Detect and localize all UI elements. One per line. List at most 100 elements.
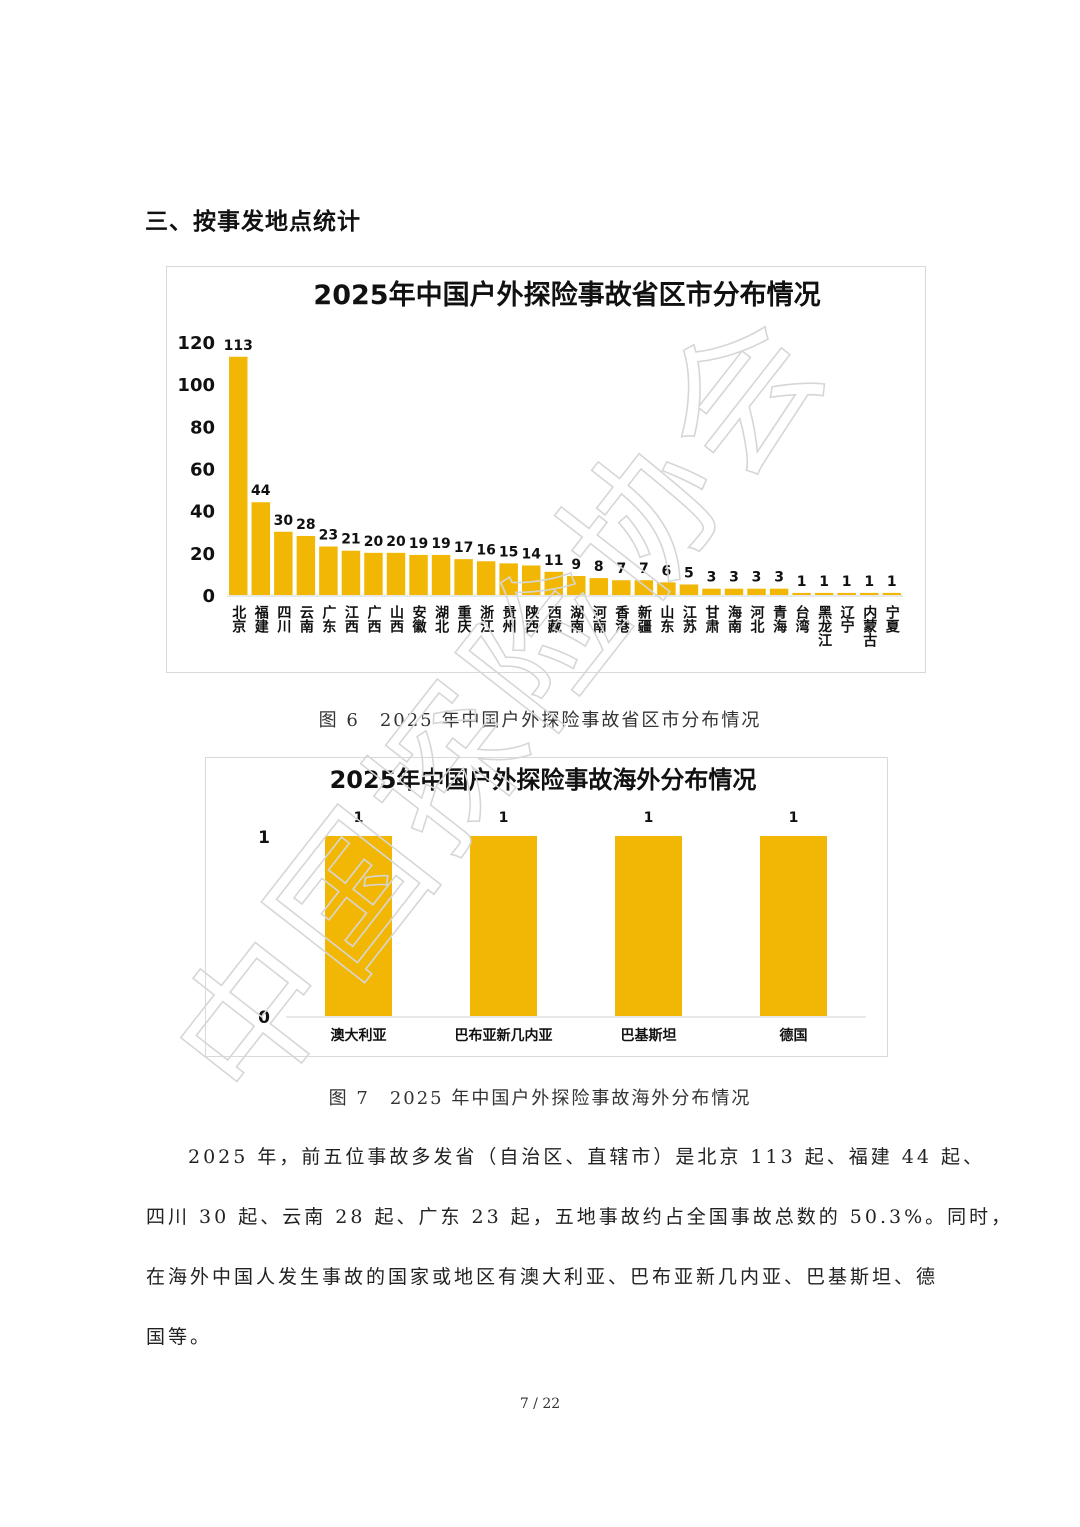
bar-山西 bbox=[386, 552, 406, 595]
data-label: 17 bbox=[454, 540, 473, 556]
bar-湖南 bbox=[567, 576, 586, 595]
data-label: 19 bbox=[409, 536, 428, 552]
x-tick-label: 贵州 bbox=[501, 604, 518, 634]
x-tick-label: 安徽 bbox=[411, 604, 428, 634]
data-label: 1 bbox=[842, 574, 852, 590]
bar-巴基斯坦 bbox=[615, 836, 682, 1016]
bar-湖北 bbox=[431, 554, 451, 595]
bar-澳大利亚 bbox=[325, 836, 392, 1016]
data-label: 1 bbox=[644, 810, 654, 826]
bar-辽宁 bbox=[837, 592, 856, 595]
data-label: 3 bbox=[752, 570, 762, 586]
data-label: 3 bbox=[774, 570, 784, 586]
bar-宁夏 bbox=[882, 592, 901, 595]
bar-香港 bbox=[612, 580, 631, 595]
section-heading: 三、按事发地点统计 bbox=[145, 209, 361, 235]
x-tick-label: 宁夏 bbox=[884, 604, 900, 634]
data-label: 8 bbox=[594, 559, 604, 575]
x-tick-label: 重庆 bbox=[456, 604, 472, 634]
bar-德国 bbox=[760, 836, 827, 1016]
figure-6-caption: 图 6 2025 年中国户外探险事故省区市分布情况 bbox=[318, 710, 762, 731]
x-tick-label: 湖南 bbox=[568, 605, 584, 634]
body-paragraph: 2025 年，前五位事故多发省（自治区、直辖市）是北京 113 起、福建 44 … bbox=[146, 1127, 1014, 1367]
data-label: 7 bbox=[639, 561, 649, 577]
x-tick-label: 陕西 bbox=[523, 604, 539, 634]
x-tick-label: 内蒙古 bbox=[861, 604, 877, 648]
data-label: 5 bbox=[684, 565, 694, 581]
x-tick-label: 北京 bbox=[230, 605, 246, 634]
bar-安徽 bbox=[409, 554, 428, 595]
bar-山东 bbox=[657, 582, 676, 595]
x-tick-label: 巴布亚新几内亚 bbox=[455, 1027, 553, 1044]
data-label: 20 bbox=[386, 534, 406, 550]
x-tick-label: 福建 bbox=[253, 604, 270, 634]
x-tick-label: 江西 bbox=[343, 604, 359, 634]
data-label: 1 bbox=[789, 810, 799, 826]
data-label: 11 bbox=[544, 553, 563, 569]
x-tick-label: 山西 bbox=[388, 605, 404, 634]
bar-甘肃 bbox=[702, 588, 721, 595]
x-tick-label: 四川 bbox=[275, 605, 292, 633]
x-tick-label: 广东 bbox=[320, 604, 336, 634]
paragraph-line: 四川 30 起、云南 28 起、广东 23 起，五地事故约占全国事故总数的 50… bbox=[146, 1206, 1014, 1228]
bar-浙江 bbox=[476, 561, 496, 595]
bar-黑龙江 bbox=[814, 592, 834, 595]
bar-内蒙古 bbox=[859, 592, 879, 595]
figure-7-chart: 2025年中国户外探险事故海外分布情况 0 1 1 澳大利亚 1 巴布亚新几内亚 1 巴基斯坦 1… bbox=[205, 757, 888, 1057]
bar-贵州 bbox=[499, 563, 518, 595]
x-tick-label: 辽宁 bbox=[839, 605, 855, 634]
page-number: 7 / 22 bbox=[519, 1396, 561, 1412]
bar-江苏 bbox=[679, 584, 699, 595]
bar-广西 bbox=[364, 552, 383, 595]
data-label: 21 bbox=[341, 532, 360, 548]
bar-江西 bbox=[341, 550, 361, 595]
data-label: 3 bbox=[729, 570, 739, 586]
x-tick-label: 新疆 bbox=[636, 604, 652, 634]
data-label: 28 bbox=[296, 517, 315, 533]
x-tick-label: 湖北 bbox=[433, 605, 449, 634]
y-tick-label: 20 bbox=[190, 544, 215, 565]
x-tick-label: 甘肃 bbox=[703, 604, 719, 634]
data-label: 1 bbox=[354, 810, 364, 826]
data-label: 1 bbox=[797, 574, 807, 590]
data-label: 1 bbox=[819, 574, 829, 590]
data-label: 19 bbox=[431, 536, 450, 552]
bar-西藏 bbox=[544, 571, 563, 595]
x-tick-label: 青海 bbox=[771, 604, 787, 634]
bar-广东 bbox=[319, 546, 338, 595]
figure-6-chart: 2025年中国户外探险事故省区市分布情况 0 20 40 60 80 100 120 113 北京… bbox=[166, 266, 926, 673]
x-tick-label: 山东 bbox=[658, 605, 674, 634]
bar-台湾 bbox=[792, 592, 811, 595]
paragraph-line: 在海外中国人发生事故的国家或地区有澳大利亚、巴布亚新几内亚、巴基斯坦、德 bbox=[146, 1266, 939, 1288]
x-tick-label: 巴基斯坦 bbox=[621, 1027, 677, 1044]
figure-7-caption: 图 7 2025 年中国户外探险事故海外分布情况 bbox=[328, 1088, 752, 1109]
data-label: 3 bbox=[707, 570, 717, 586]
overseas-bar-chart: 2025年中国户外探险事故海外分布情况 0 1 1 澳大利亚 1 巴布亚新几内亚 1 巴基斯坦 1… bbox=[258, 766, 866, 1044]
bar-陕西 bbox=[521, 565, 541, 595]
bar-云南 bbox=[296, 535, 316, 595]
bar-重庆 bbox=[454, 559, 473, 595]
chart-title: 2025年中国户外探险事故省区市分布情况 bbox=[313, 279, 820, 311]
bar-河南 bbox=[589, 578, 609, 595]
y-tick-label: 60 bbox=[190, 460, 215, 481]
data-label: 1 bbox=[887, 574, 897, 590]
data-label: 14 bbox=[521, 546, 541, 562]
x-tick-label: 西藏 bbox=[546, 605, 562, 634]
data-label: 30 bbox=[274, 513, 294, 529]
y-tick-label: 0 bbox=[258, 1008, 270, 1028]
bar-海南 bbox=[724, 588, 744, 595]
data-label: 23 bbox=[319, 528, 338, 544]
x-tick-label: 黑龙江 bbox=[816, 605, 833, 648]
x-tick-label: 澳大利亚 bbox=[331, 1027, 387, 1044]
bar-福建 bbox=[251, 502, 271, 595]
y-tick-label: 1 bbox=[258, 828, 270, 848]
bar-巴布亚新几内亚 bbox=[470, 836, 537, 1016]
bar-青海 bbox=[769, 588, 789, 595]
data-label: 7 bbox=[616, 561, 626, 577]
paragraph-line: 2025 年，前五位事故多发省（自治区、直辖市）是北京 113 起、福建 44 … bbox=[188, 1146, 985, 1168]
bar-北京 bbox=[229, 356, 248, 595]
chart-title: 2025年中国户外探险事故海外分布情况 bbox=[330, 766, 757, 794]
bar-河北 bbox=[747, 588, 766, 595]
x-tick-label: 台湾 bbox=[794, 604, 810, 634]
